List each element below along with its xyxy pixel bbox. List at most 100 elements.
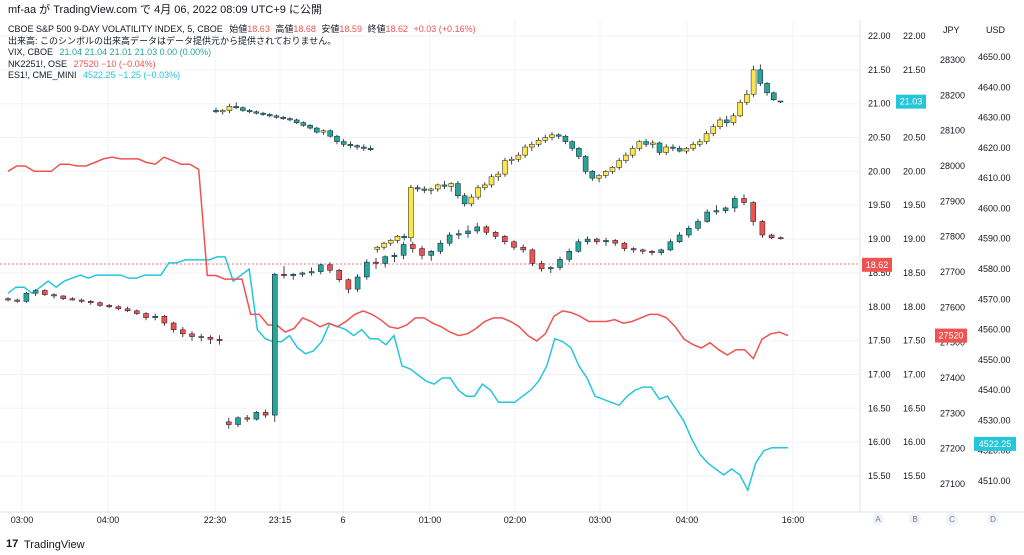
price-axis-jpy[interactable]: JPY 28300 28200 28100 28000 27900 27800 27700 27… xyxy=(940,25,965,489)
candle-body xyxy=(364,261,370,278)
axis-b-tick: 18.00 xyxy=(903,302,926,312)
candle-body xyxy=(732,198,738,209)
time-tick: 22:30 xyxy=(204,515,227,525)
series-vix9d xyxy=(5,194,784,429)
candle-body xyxy=(300,122,307,126)
candle-body xyxy=(281,274,287,276)
axis-a-tick: 19.00 xyxy=(868,234,891,244)
candle-body xyxy=(695,221,701,229)
candle-body xyxy=(428,251,434,256)
candle-body xyxy=(334,135,340,142)
candle-body xyxy=(475,187,481,198)
candle-body xyxy=(23,292,30,302)
candle-body xyxy=(589,171,596,179)
candle-body xyxy=(253,111,260,114)
publish-text: mf-aa が TradingView.com で 4月 06, 2022 08… xyxy=(8,4,322,16)
candle-body xyxy=(437,242,444,252)
candle-body xyxy=(327,264,333,271)
candle-body xyxy=(529,144,535,148)
grid xyxy=(0,20,860,512)
candle-body xyxy=(575,241,582,252)
chart-canvas[interactable]: 22.00 21.50 21.00 20.50 20.00 19.50 19.00 18.50… xyxy=(0,20,1024,532)
time-axis[interactable]: 03:00 04:00 22:30 23:15 6 01:00 02:00 03:00 04:0… xyxy=(11,515,805,525)
candle-body xyxy=(722,207,729,211)
legend-vix[interactable]: VIX, CBOE 21.04 21.04 21.01 21.03 0.00 (… xyxy=(8,47,476,59)
legend-notice: 出来高: このシンボルの出来高データはデータ提供元から提供されておりません。 xyxy=(8,35,337,46)
candle-body xyxy=(361,146,367,149)
candle-body xyxy=(400,244,407,256)
candle-body xyxy=(616,160,622,168)
candle-body xyxy=(134,310,140,314)
legend-main: CBOE S&P 500 9-DAY VOLATILITY INDEX, 5, … xyxy=(8,24,476,36)
candle-body xyxy=(143,313,149,318)
candle-body xyxy=(180,329,186,335)
candle-body xyxy=(609,167,616,172)
axis-jpy-tick: 27500 xyxy=(940,338,965,348)
price-tag-vix9d: 18.62 xyxy=(866,260,889,270)
chart-legend: CBOE S&P 500 9-DAY VOLATILITY INDEX, 5, … xyxy=(8,24,476,82)
candle-body xyxy=(448,183,454,187)
legend-vix-label: VIX, CBOE xyxy=(8,47,54,58)
candle-body xyxy=(594,238,600,243)
candle-body xyxy=(717,119,723,127)
candle-body xyxy=(60,295,66,299)
pane-letter: C xyxy=(949,515,955,524)
series-es1 xyxy=(7,256,788,493)
candle-body xyxy=(219,110,226,113)
candle-body xyxy=(446,234,453,244)
candle-body xyxy=(246,110,253,113)
candle-body xyxy=(419,248,425,256)
legend-nk[interactable]: NK2251!, OSE 27520 −10 (−0.04%) xyxy=(8,59,476,71)
axis-a-tick: 18.00 xyxy=(868,302,891,312)
price-tag-nk: 27520 xyxy=(938,331,963,341)
price-axis-a[interactable]: 22.00 21.50 21.00 20.50 20.00 19.50 19.00 18.50… xyxy=(868,31,891,481)
axis-usd-tick: 4650.00 xyxy=(978,52,1011,62)
candle-body xyxy=(354,145,360,148)
candle-body xyxy=(468,196,475,205)
axis-b-tick: 19.50 xyxy=(903,200,926,210)
axis-usd-tick: 4530.00 xyxy=(978,415,1011,425)
series-nk2251 xyxy=(7,156,789,360)
candle-body xyxy=(299,272,306,275)
axis-b-tick: 17.00 xyxy=(903,369,926,379)
candle-body xyxy=(240,107,246,111)
candle-body xyxy=(640,249,646,252)
candle-body xyxy=(226,106,233,111)
legend-es-label: ES1!, CME_MINI xyxy=(8,70,77,81)
candle-body xyxy=(650,142,656,145)
pane-letter: B xyxy=(912,515,917,524)
candle-body xyxy=(483,226,490,233)
candle-body xyxy=(394,236,401,241)
price-axis-usd[interactable]: USD 4650.00 4640.00 4630.00 4620.00 4610.00 46… xyxy=(978,25,1011,486)
candle-body xyxy=(623,154,629,161)
candle-body xyxy=(152,315,158,318)
candle-body xyxy=(511,241,517,248)
candle-body xyxy=(410,244,416,249)
axis-b-tick: 22.00 xyxy=(903,31,926,41)
candle-body xyxy=(5,298,11,301)
axis-usd-tick: 4610.00 xyxy=(978,173,1011,183)
candle-body xyxy=(676,234,683,243)
candle-body xyxy=(703,133,710,142)
axis-a-tick: 19.50 xyxy=(868,200,891,210)
axis-a-tick: 18.50 xyxy=(868,268,891,278)
candle-body xyxy=(244,417,250,420)
price-tag-vix9d-bg xyxy=(862,257,892,272)
candle-body xyxy=(273,115,280,118)
legend-es[interactable]: ES1!, CME_MINI 4522.25 −1.25 (−0.03%) xyxy=(8,70,476,82)
price-tag-es-bg xyxy=(974,436,1016,451)
candle-body xyxy=(78,299,85,302)
candle-body xyxy=(124,308,131,312)
candle-body xyxy=(750,202,756,222)
series-line xyxy=(7,256,788,493)
candle-body xyxy=(741,198,747,203)
candle-body xyxy=(683,148,690,152)
axis-usd-tick: 4540.00 xyxy=(978,385,1011,395)
candle-body xyxy=(704,211,710,222)
candle-body xyxy=(636,141,643,149)
axis-a-tick: 21.50 xyxy=(868,65,891,75)
candle-body xyxy=(260,112,266,115)
axis-usd-tick: 4620.00 xyxy=(978,143,1011,153)
candle-body xyxy=(88,301,94,303)
axis-jpy-tick: 28200 xyxy=(940,90,965,100)
